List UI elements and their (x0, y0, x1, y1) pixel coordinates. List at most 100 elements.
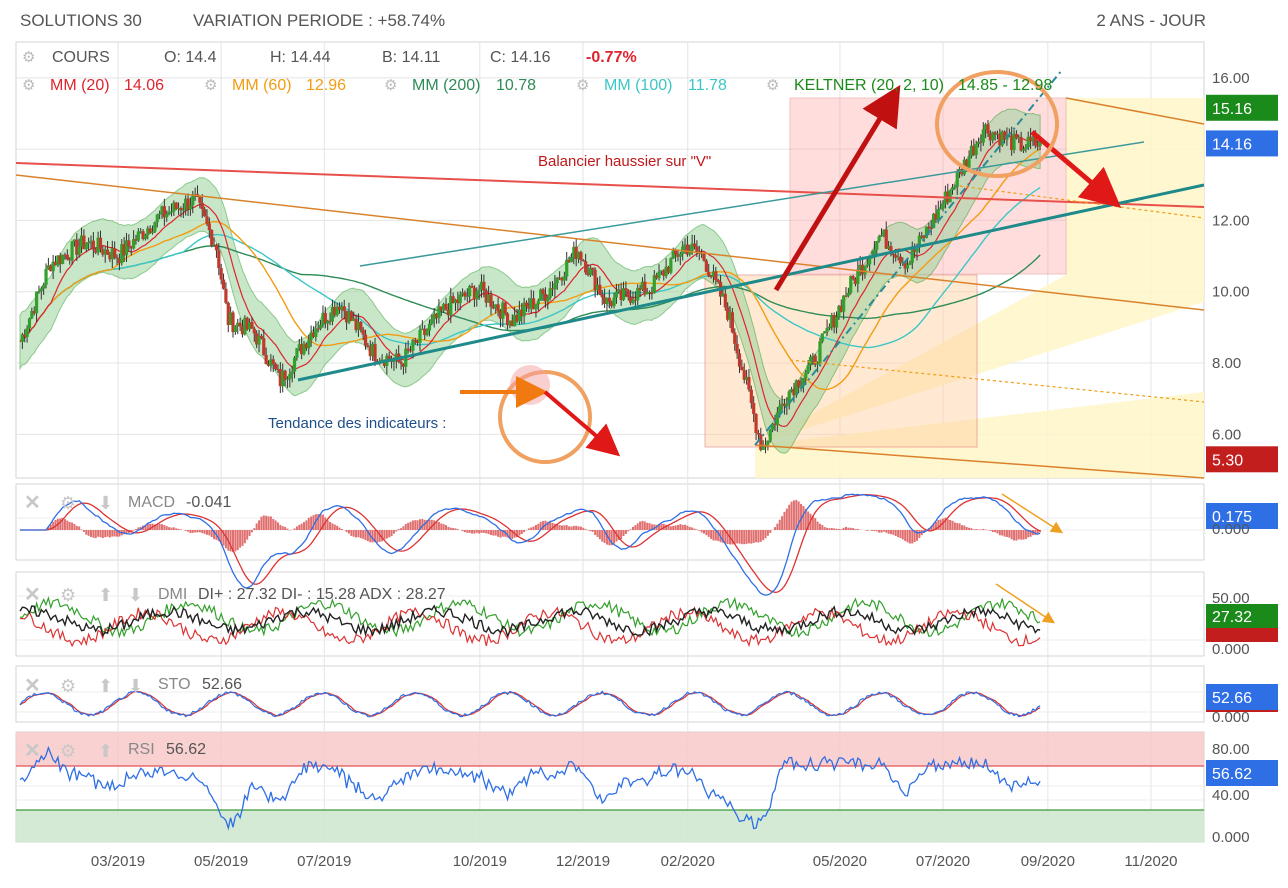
close-icon[interactable]: ✕ (24, 740, 41, 762)
candle-body (591, 267, 595, 270)
candle-body (72, 239, 77, 242)
arrow-up-icon[interactable]: ⬆ (98, 585, 113, 605)
candle-body (160, 206, 164, 214)
candle-body (200, 202, 204, 210)
gear-icon[interactable]: ⚙ (384, 77, 397, 94)
candle-body (846, 292, 850, 296)
candle-body (825, 328, 829, 332)
candle-body (203, 209, 207, 217)
close-icon[interactable]: ✕ (24, 675, 41, 697)
candle-body (690, 243, 694, 251)
arrow-down-icon[interactable]: ⬇ (128, 585, 143, 605)
candle-body (695, 246, 699, 253)
candle-body (420, 328, 424, 331)
candle-body (664, 266, 668, 276)
candle-body (87, 242, 91, 244)
candle-body (39, 288, 43, 292)
candle-body (136, 231, 140, 241)
period-selector[interactable]: 2 ANS - JOUR (1096, 11, 1206, 30)
candle-body (49, 265, 53, 272)
candle-body (808, 356, 813, 366)
candle-body (288, 374, 292, 379)
candle-body (335, 306, 339, 316)
candle-body (531, 298, 536, 310)
candle-body (905, 264, 910, 269)
candle-body (68, 259, 72, 261)
candle-body (924, 226, 929, 239)
candle-body (692, 243, 697, 247)
candle-body (598, 284, 602, 295)
candle-body (425, 330, 429, 336)
candle-body (460, 292, 465, 295)
arrow-up-icon[interactable]: ⬆ (98, 741, 113, 761)
candle-body (827, 326, 832, 329)
up-arrow (773, 84, 901, 292)
candle-body (1002, 131, 1007, 140)
gear-icon[interactable]: ⚙ (60, 741, 76, 761)
annotations: Balancier haussier sur "V" Tendance des … (268, 70, 1122, 624)
candle-body (595, 284, 600, 291)
candle-body (503, 302, 507, 314)
candle-body (418, 330, 422, 343)
arrow-up-icon[interactable]: ⬆ (98, 676, 113, 696)
candle-body (972, 145, 976, 155)
candle-body (636, 287, 640, 301)
candle-body (475, 291, 479, 300)
candle-body (366, 345, 370, 348)
gear-icon[interactable]: ⚙ (22, 49, 35, 66)
gear-icon[interactable]: ⚙ (60, 585, 76, 605)
gear-icon[interactable]: ⚙ (22, 77, 35, 94)
candle-body (657, 271, 661, 279)
x-tick-label: 09/2020 (1021, 853, 1075, 870)
candle-body (529, 298, 533, 309)
arrow-down-icon[interactable]: ⬇ (98, 493, 113, 513)
candle-body (134, 239, 138, 241)
candle-body (860, 264, 865, 275)
candle-body (524, 302, 529, 307)
macd-label: MACD (128, 494, 175, 511)
close-icon[interactable]: ✕ (24, 584, 41, 606)
candle-body (127, 240, 131, 247)
gear-icon[interactable]: ⚙ (766, 77, 779, 94)
candle-body (811, 355, 815, 357)
adx-line (19, 604, 1041, 638)
candle-body (198, 196, 202, 203)
candle-body (394, 353, 398, 360)
candle-body (174, 202, 178, 210)
candle-body (453, 299, 458, 303)
macd-badge (1206, 503, 1278, 529)
gear-icon[interactable]: ⚙ (60, 676, 76, 696)
candle-body (463, 292, 467, 297)
candle-body (423, 328, 427, 336)
rsi-label: RSI (128, 741, 155, 758)
rsi-value: 56.62 (166, 741, 206, 758)
candle-body (240, 326, 245, 335)
gear-icon[interactable]: ⚙ (576, 77, 589, 94)
macd-line (20, 493, 1041, 596)
candle-body (726, 307, 730, 320)
candle-body (536, 300, 540, 305)
candle-body (913, 249, 917, 253)
gear-icon[interactable]: ⚙ (60, 493, 76, 513)
candle-body (884, 229, 888, 249)
candle-body (979, 141, 983, 143)
mm60-value: 12.96 (306, 77, 346, 94)
candle-body (498, 310, 503, 319)
candle-body (266, 363, 271, 366)
low-value: B: 14.11 (382, 49, 441, 66)
candle-body (638, 287, 642, 290)
candle-body (1026, 136, 1030, 148)
arrow-down-icon[interactable]: ⬇ (128, 676, 143, 696)
close-icon[interactable]: ✕ (24, 492, 41, 514)
high-value: H: 14.44 (270, 49, 331, 66)
candle-body (584, 261, 588, 273)
candle-body (442, 303, 446, 311)
x-tick-label: 12/2019 (556, 853, 610, 870)
candle-body (108, 254, 112, 260)
candle-body (815, 362, 820, 365)
candle-body (269, 359, 273, 366)
candle-body (184, 198, 188, 210)
candle-body (58, 255, 62, 265)
candle-body (903, 261, 907, 269)
gear-icon[interactable]: ⚙ (204, 77, 217, 94)
